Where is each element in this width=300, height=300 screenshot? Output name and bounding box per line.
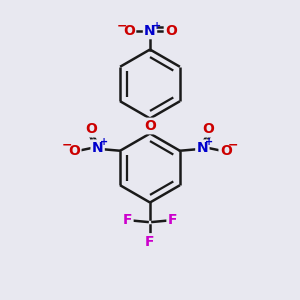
Text: O: O [202, 122, 214, 136]
Text: −: − [228, 139, 238, 152]
Text: O: O [220, 144, 232, 158]
Text: F: F [123, 214, 132, 227]
Text: −: − [62, 139, 72, 152]
Text: N: N [196, 141, 208, 155]
Text: O: O [68, 144, 80, 158]
Text: O: O [86, 122, 98, 136]
Text: −: − [116, 19, 127, 32]
Text: F: F [145, 235, 155, 248]
Text: O: O [144, 119, 156, 133]
Text: O: O [165, 24, 177, 38]
Text: O: O [123, 24, 135, 38]
Text: N: N [144, 24, 156, 38]
Text: +: + [100, 137, 108, 147]
Text: +: + [152, 21, 161, 31]
Text: N: N [92, 141, 103, 155]
Text: +: + [205, 137, 213, 147]
Text: F: F [168, 214, 177, 227]
